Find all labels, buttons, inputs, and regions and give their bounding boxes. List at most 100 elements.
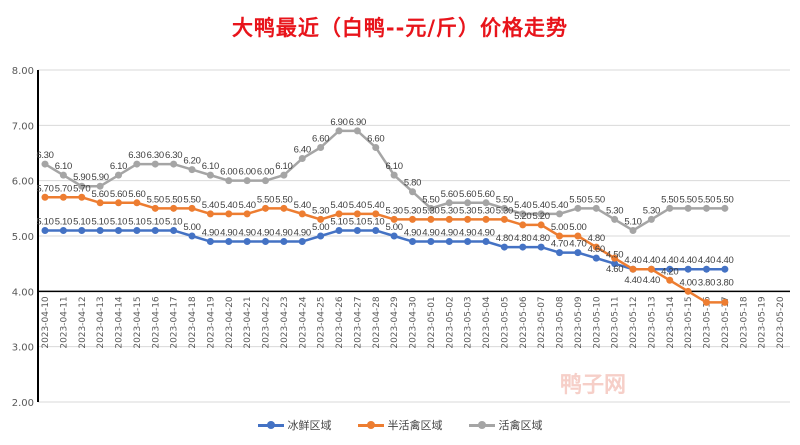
data-label: 5.30 bbox=[606, 205, 623, 216]
data-label: 4.80 bbox=[588, 233, 605, 244]
data-point bbox=[280, 238, 288, 246]
data-point bbox=[262, 177, 269, 185]
y-tick-label: 6.00 bbox=[12, 177, 34, 188]
data-label: 5.30 bbox=[312, 205, 329, 216]
data-point bbox=[556, 210, 563, 218]
x-tick-label: 2023-04-25 bbox=[317, 296, 327, 348]
data-point bbox=[537, 243, 545, 251]
data-point bbox=[647, 265, 655, 273]
data-label: 5.00 bbox=[569, 222, 586, 233]
x-tick-label: 2023-05-16 bbox=[703, 296, 713, 349]
legend-swatch bbox=[357, 420, 384, 429]
data-point bbox=[317, 143, 325, 151]
data-point bbox=[519, 221, 527, 229]
data-label: 5.50 bbox=[716, 194, 733, 205]
data-label: 4.90 bbox=[220, 228, 237, 239]
data-point bbox=[574, 204, 582, 212]
data-label: 4.80 bbox=[514, 233, 531, 244]
data-label: 6.30 bbox=[165, 150, 182, 161]
data-point bbox=[721, 204, 729, 212]
data-point bbox=[225, 210, 233, 218]
data-point bbox=[243, 238, 251, 246]
x-tick-label: 2023-04-28 bbox=[372, 296, 382, 349]
data-label: 5.50 bbox=[569, 194, 586, 205]
data-label: 5.20 bbox=[514, 211, 531, 222]
data-point bbox=[206, 210, 214, 218]
data-point bbox=[703, 204, 710, 212]
x-tick-label: 2023-04-10 bbox=[41, 296, 51, 349]
y-tick-label: 4.00 bbox=[12, 287, 34, 298]
data-label: 5.30 bbox=[459, 205, 476, 216]
data-point bbox=[684, 287, 692, 295]
chart-title: 大鸭最近（白鸭--元/斤）价格走势 bbox=[231, 16, 569, 40]
data-point bbox=[243, 177, 251, 185]
data-point bbox=[537, 221, 545, 229]
data-label: 6.10 bbox=[55, 161, 72, 172]
data-label: 5.30 bbox=[385, 205, 402, 216]
data-point bbox=[500, 215, 508, 223]
data-label: 6.30 bbox=[128, 150, 145, 161]
data-label: 5.40 bbox=[367, 200, 384, 211]
data-point bbox=[280, 171, 288, 179]
data-label: 4.90 bbox=[275, 228, 292, 239]
data-label: 4.90 bbox=[404, 228, 421, 239]
data-point bbox=[666, 204, 674, 212]
data-point bbox=[629, 226, 637, 234]
legend-item-2[interactable]: 活禽区域 bbox=[468, 417, 543, 433]
data-point bbox=[206, 238, 214, 246]
data-point bbox=[390, 215, 398, 223]
data-point bbox=[464, 215, 472, 223]
data-label: 6.30 bbox=[147, 150, 164, 161]
data-label: 5.40 bbox=[202, 200, 219, 211]
data-label: 5.00 bbox=[183, 222, 200, 233]
legend-item-0[interactable]: 冰鲜区域 bbox=[257, 417, 332, 433]
data-label: 4.90 bbox=[294, 228, 311, 239]
data-point bbox=[96, 226, 104, 234]
data-label: 5.40 bbox=[349, 200, 366, 211]
x-tick-label: 2023-04-14 bbox=[115, 296, 125, 349]
data-label: 4.80 bbox=[496, 233, 513, 244]
data-point bbox=[225, 177, 233, 185]
data-label: 5.50 bbox=[661, 194, 678, 205]
data-label: 5.10 bbox=[147, 216, 164, 227]
x-tick-label: 2023-04-29 bbox=[390, 296, 400, 349]
data-label: 5.60 bbox=[441, 189, 458, 200]
x-tick-label: 2023-04-20 bbox=[225, 296, 235, 349]
data-label: 4.70 bbox=[551, 239, 568, 250]
data-point bbox=[133, 199, 141, 207]
data-point bbox=[537, 210, 545, 218]
data-label: 5.10 bbox=[73, 216, 90, 227]
data-label: 4.40 bbox=[716, 255, 733, 266]
data-label: 4.40 bbox=[679, 255, 696, 266]
x-tick-label: 2023-05-11 bbox=[611, 296, 621, 348]
data-label: 4.40 bbox=[661, 255, 678, 266]
legend-label: 活禽区域 bbox=[498, 419, 543, 432]
data-label: 5.40 bbox=[238, 200, 255, 211]
x-tick-label: 2023-04-18 bbox=[188, 296, 198, 349]
data-point bbox=[41, 160, 49, 168]
data-label: 5.10 bbox=[165, 216, 182, 227]
x-tick-label: 2023-04-12 bbox=[78, 296, 88, 348]
data-label: 5.50 bbox=[588, 194, 605, 205]
data-point bbox=[151, 160, 159, 168]
data-label: 4.90 bbox=[422, 228, 439, 239]
y-tick-label: 5.00 bbox=[12, 232, 34, 243]
data-label: 6.10 bbox=[275, 161, 292, 172]
legend-item-1[interactable]: 半活禽区域 bbox=[357, 417, 443, 433]
data-label: 6.20 bbox=[183, 156, 200, 167]
x-tick-label: 2023-05-15 bbox=[684, 296, 694, 348]
data-label: 4.90 bbox=[459, 228, 476, 239]
data-point bbox=[556, 249, 563, 257]
data-point bbox=[317, 232, 325, 240]
x-tick-label: 2023-04-17 bbox=[170, 296, 180, 348]
data-point bbox=[96, 182, 104, 190]
data-point bbox=[133, 226, 141, 234]
legend-swatch bbox=[468, 420, 495, 429]
watermark: 鸭子网 bbox=[560, 372, 626, 398]
data-point bbox=[611, 254, 619, 262]
data-label: 5.40 bbox=[294, 200, 311, 211]
x-tick-label: 2023-05-06 bbox=[519, 296, 529, 349]
data-label: 5.50 bbox=[275, 194, 292, 205]
